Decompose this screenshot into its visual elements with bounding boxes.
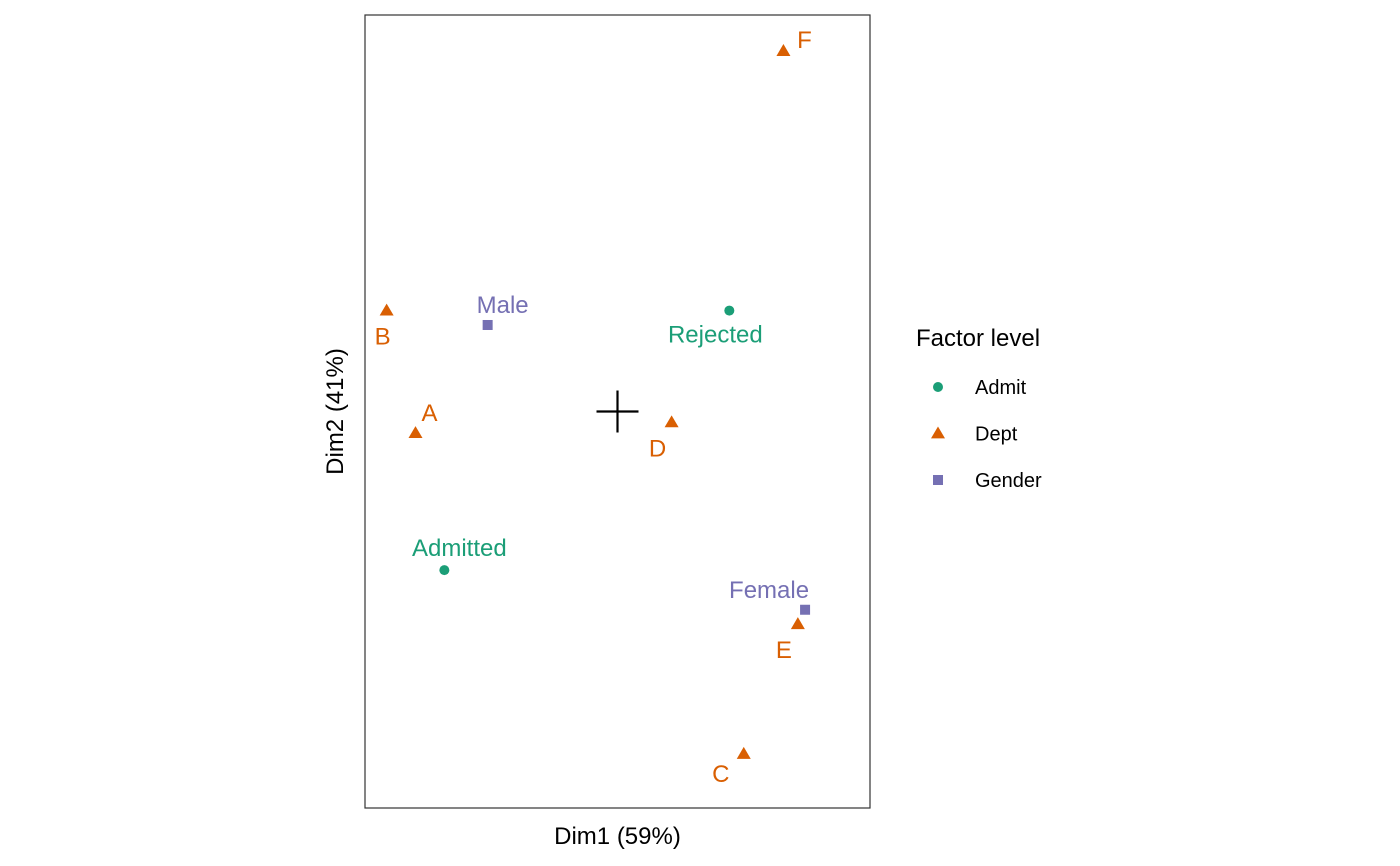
legend-item-dept: Dept xyxy=(931,424,1018,446)
point-e xyxy=(790,617,805,630)
point-label-f: F xyxy=(797,27,812,54)
point-female xyxy=(800,604,811,615)
point-label-d: D xyxy=(649,435,666,462)
legend-label-dept: Dept xyxy=(975,424,1018,446)
point-label-admitted: Admitted xyxy=(412,535,507,562)
point-label-male: Male xyxy=(477,292,529,319)
legend-key-dept xyxy=(931,426,945,439)
point-c xyxy=(736,746,751,759)
point-b xyxy=(379,303,394,316)
point-a xyxy=(408,426,423,439)
legend-key-admit xyxy=(933,382,943,392)
legend-items: Admit Dept Gender xyxy=(931,377,1042,492)
legend-title: Factor level xyxy=(916,325,1040,352)
origin-marker xyxy=(596,390,639,433)
point-label-c: C xyxy=(712,761,729,788)
points-layer xyxy=(379,44,811,759)
point-admitted xyxy=(439,565,450,576)
point-f xyxy=(776,44,791,56)
legend-key-gender xyxy=(933,475,943,485)
legend-label-gender: Gender xyxy=(975,470,1042,492)
point-label-b: B xyxy=(375,324,391,351)
point-labels-layer: Admitted Rejected A B C D E F Male Female xyxy=(375,27,812,788)
legend-item-gender: Gender xyxy=(933,470,1042,492)
point-label-female: Female xyxy=(729,577,809,604)
point-label-a: A xyxy=(421,400,437,427)
x-axis-label: Dim1 (59%) xyxy=(554,823,681,850)
point-male xyxy=(482,319,493,330)
point-rejected xyxy=(724,305,735,316)
y-axis-label: Dim2 (41%) xyxy=(322,348,349,475)
legend: Factor level Admit Dept Gender xyxy=(916,325,1042,492)
point-label-e: E xyxy=(776,637,792,664)
legend-item-admit: Admit xyxy=(933,377,1027,399)
point-d xyxy=(664,415,679,428)
point-label-rejected: Rejected xyxy=(668,322,763,349)
legend-label-admit: Admit xyxy=(975,377,1027,399)
